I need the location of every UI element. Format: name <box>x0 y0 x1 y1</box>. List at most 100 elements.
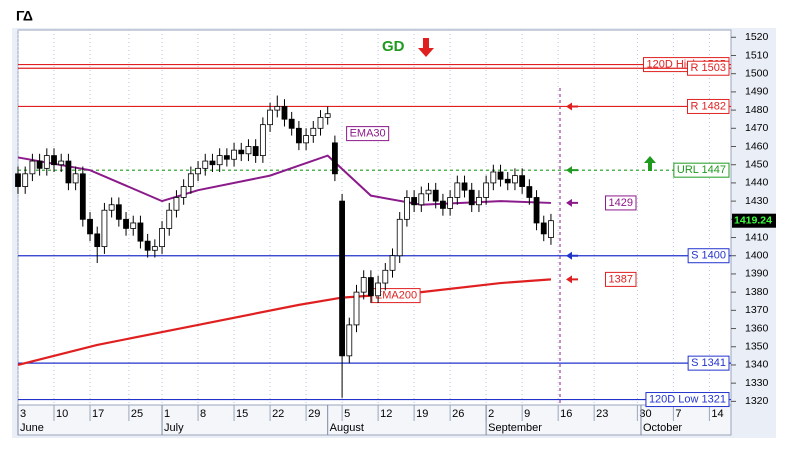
y-tick-label: 1430 <box>745 195 769 207</box>
x-tick-label: 2 <box>488 408 494 420</box>
candle-body <box>512 175 518 184</box>
candle-body <box>79 173 86 220</box>
level-arrow <box>566 251 578 260</box>
level-arrow <box>566 166 578 175</box>
candle-body <box>324 113 331 118</box>
candle-body <box>317 116 324 129</box>
candle-body <box>367 277 374 297</box>
x-axis-band <box>17 404 732 436</box>
candle-body <box>454 182 461 198</box>
candle-body <box>396 218 403 257</box>
x-tick-label: 9 <box>524 408 530 420</box>
candle-body <box>461 182 468 191</box>
x-tick-label: 10 <box>56 408 68 420</box>
last-price-box <box>732 213 776 228</box>
ema-line <box>17 154 551 206</box>
x-tick-label: 16 <box>560 408 572 420</box>
y-tick-label: 1510 <box>745 49 769 61</box>
candle-body <box>497 171 504 180</box>
level-label-box <box>645 392 730 408</box>
ema-last-value-box <box>605 271 637 287</box>
level-label: URL 1447 <box>677 164 726 176</box>
y-tick-label: 1380 <box>745 286 769 298</box>
month-label: October <box>643 422 682 434</box>
candle-body <box>36 160 43 169</box>
x-tick-label: 29 <box>308 408 320 420</box>
candle-body <box>108 204 115 211</box>
x-tick-label: 5 <box>344 408 350 420</box>
candle-body <box>29 160 36 175</box>
candle-body <box>22 173 29 187</box>
y-tick-label: 1400 <box>745 250 769 262</box>
x-tick-label: 3 <box>20 408 26 420</box>
x-tick-label: 12 <box>380 408 392 420</box>
candle-body <box>123 218 129 229</box>
candle-body <box>58 160 65 166</box>
level-label: S 1341 <box>691 357 726 369</box>
chart-title: ΓΔ <box>16 8 33 24</box>
level-label: S 1400 <box>691 250 726 262</box>
candle-body <box>476 197 482 206</box>
candle-body <box>548 220 554 238</box>
candle-body <box>490 171 497 184</box>
candle-body <box>173 197 180 211</box>
x-tick-label: 14 <box>711 408 723 420</box>
x-tick-label: 30 <box>639 408 651 420</box>
candle-body <box>137 222 144 242</box>
candle-body <box>504 178 511 184</box>
y-tick-label: 1320 <box>745 395 769 407</box>
y-tick-label: 1350 <box>745 341 769 353</box>
candle-body <box>526 186 533 198</box>
candle-body <box>259 124 266 157</box>
signal-arrow <box>418 38 434 57</box>
candle-body <box>389 255 396 271</box>
candle-body <box>404 197 410 220</box>
month-label: August <box>330 422 364 434</box>
candle-body <box>468 189 475 206</box>
ema-line <box>17 278 552 367</box>
candle-body <box>382 269 389 284</box>
level-arrow <box>566 102 578 111</box>
candle-body <box>303 135 309 144</box>
last-price: 1419.24 <box>734 214 772 226</box>
candle-body <box>65 160 72 184</box>
candle-body <box>245 146 252 155</box>
candle-body <box>295 127 302 144</box>
y-tick-label: 1470 <box>745 122 769 134</box>
candle-body <box>346 324 353 357</box>
y-tick-label: 1450 <box>745 158 769 170</box>
ema-arrow <box>566 275 578 284</box>
candle-body <box>353 291 360 326</box>
x-tick-label: 1 <box>164 408 170 420</box>
y-tick-label: 1340 <box>745 359 769 371</box>
x-tick-label: 19 <box>416 408 428 420</box>
candle-body <box>202 160 209 169</box>
candle-body <box>180 186 187 198</box>
month-label: September <box>488 422 542 434</box>
candle-body <box>144 240 151 251</box>
x-tick-label: 22 <box>272 408 284 420</box>
candle-body <box>15 173 21 187</box>
y-tick-label: 1500 <box>745 67 769 79</box>
candle-body <box>238 149 245 155</box>
candle-body <box>339 200 345 357</box>
level-label: 120D Low 1321 <box>649 393 726 405</box>
x-tick-label: 26 <box>452 408 464 420</box>
x-tick-label: 25 <box>131 408 143 420</box>
candle-body <box>375 282 382 297</box>
x-tick-label: 23 <box>596 408 608 420</box>
ema-label: EMA200 <box>375 290 417 302</box>
breakout-arrow <box>644 156 656 171</box>
y-tick-label: 1480 <box>745 104 769 116</box>
ema-arrow <box>566 198 578 207</box>
candle-body <box>231 149 237 160</box>
candle-body <box>540 222 547 235</box>
candle-body <box>195 167 201 175</box>
candle-body <box>43 155 50 169</box>
y-tick-label: 1390 <box>745 268 769 280</box>
candle-body <box>72 173 79 184</box>
level-label: R 1503 <box>691 62 726 74</box>
